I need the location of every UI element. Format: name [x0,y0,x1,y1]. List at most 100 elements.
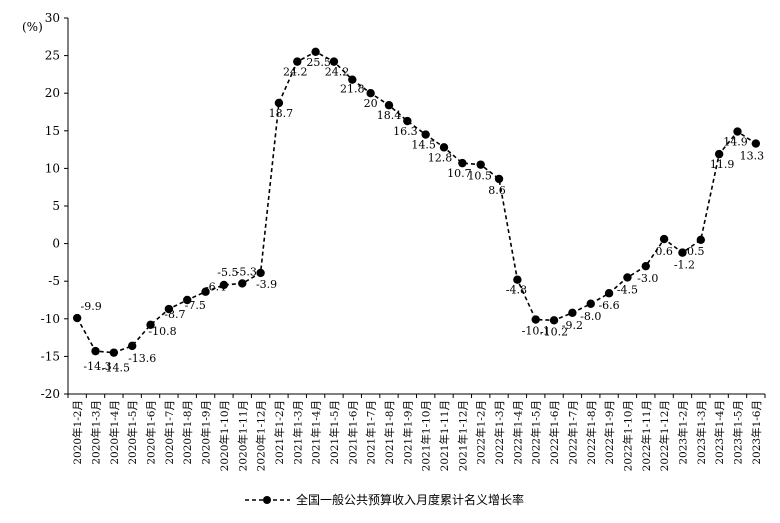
data-label: -5.5 [217,266,238,279]
data-label: -13.6 [128,352,156,365]
x-tick-label: 2021年1-4月 [310,400,323,465]
y-tick-label: 20 [45,86,60,100]
legend: 全国一般公共预算收入月度累计名义增长率 [245,492,524,507]
x-tick-label: 2022年1-11月 [640,400,653,471]
x-tick-label: 2023年1-6月 [750,400,763,465]
data-point [293,57,302,66]
data-label: -1.2 [674,259,695,272]
x-tick-label: 2020年1-11月 [236,400,249,471]
data-label: 14.5 [411,139,436,152]
data-point [476,160,485,169]
y-tick-label: 15 [45,124,60,138]
x-tick-label: 2022年1-3月 [493,400,506,465]
data-label: -6.6 [598,299,619,312]
data-point [604,289,614,298]
data-point [623,273,632,282]
x-tick-label: 2020年1-4月 [108,400,121,465]
data-label: 20 [364,97,378,110]
data-label: 24.2 [283,66,308,79]
data-point [183,295,192,305]
x-tick-label: 2020年1-12月 [255,400,268,471]
data-point [329,57,339,66]
y-axis: -20 -15 -10 -5 0 5 10 15 20 25 30 [41,11,69,401]
y-axis-unit-label: (%) [22,20,43,34]
x-tick-label: 2020年1-8月 [181,400,194,465]
x-tick-label: 2022年1-12月 [658,400,671,471]
y-tick-label: -15 [41,349,60,363]
data-point [311,47,320,57]
x-tick-label: 2021年1-3月 [291,400,304,465]
data-point [714,149,724,159]
x-tick-label: 2023年1-2月 [676,400,689,465]
x-tick-label: 2022年1-6月 [548,400,561,465]
data-point [256,268,265,278]
x-tick-label: 2021年1-11月 [438,400,451,471]
legend-marker [263,496,271,504]
data-point [274,98,284,108]
data-point [733,127,742,136]
x-tick-label: 2021年1-10月 [420,400,433,471]
x-axis: 2020年1-2月 2020年1-3月 2020年1-4月 2020年1-5月 2020… [67,393,766,471]
x-tick-label: 2022年1-10月 [621,400,634,471]
data-label: -5.3 [236,265,257,278]
data-point [219,280,229,290]
data-point [238,279,247,288]
data-point [146,320,155,330]
data-label: -7.5 [185,299,206,312]
data-point [641,261,650,271]
y-tick-label: 25 [45,49,60,63]
data-point [568,308,577,317]
data-label: 18.4 [377,109,402,122]
x-tick-label: 2021年1-2月 [273,400,286,465]
y-tick-label: 30 [45,11,60,25]
data-point [366,89,375,98]
data-label: 16.3 [393,125,418,138]
data-label: 21.8 [340,83,365,96]
x-tick-label: 2020年1-5月 [126,400,139,465]
data-point [72,313,82,323]
x-tick-label: 2020年1-3月 [90,400,103,465]
data-label: -14.5 [102,362,130,375]
data-point [513,275,522,284]
x-tick-label: 2021年1-8月 [383,400,396,465]
x-tick-label: 2021年1-12月 [456,400,469,471]
data-point [494,174,504,184]
data-label: -3.0 [637,272,658,285]
data-point [549,316,559,325]
y-tick-label: -5 [48,274,60,288]
data-label: 10.7 [447,167,472,180]
x-tick-label: 2022年1-5月 [530,400,543,465]
data-label: -3.9 [256,278,277,291]
data-label: -8.7 [164,308,185,321]
data-point [109,348,119,357]
data-point [586,299,595,308]
x-tick-label: 2023年1-3月 [695,400,708,465]
data-label: -9.2 [562,319,583,332]
y-tick-label: -20 [41,387,60,401]
x-tick-label: 2023年1-5月 [731,400,744,465]
data-label: -10.2 [540,325,568,338]
data-point [421,130,430,139]
data-point [384,101,394,110]
legend-entry: 全国一般公共预算收入月度累计名义增长率 [296,492,524,507]
x-tick-label: 2022年1-2月 [475,400,488,465]
data-label: 11.9 [710,158,735,171]
data-label: -9.9 [81,300,102,313]
data-label: -10.8 [148,325,176,338]
data-label: -6.4 [205,281,226,294]
x-tick-label: 2021年1-5月 [328,400,341,465]
x-tick-label: 2022年1-7月 [566,400,579,465]
data-label: 10.5 [467,170,492,183]
x-tick-label: 2022年1-9月 [603,400,616,465]
x-tick-label: 2020年1-9月 [200,400,213,465]
y-tick-label: 5 [52,199,60,213]
x-tick-label: 2020年1-7月 [163,400,176,465]
x-tick-label: 2020年1-2月 [71,400,84,465]
data-label: 24.2 [325,66,350,79]
data-label: -4.8 [506,284,527,297]
data-point [659,234,669,244]
data-point [439,143,449,152]
data-label: -14.3 [83,360,111,373]
series-layer: -9.9 -14.3-14.5-13.6 -10.8 -8.7-7.5 -6.4 -5.5… [72,47,764,375]
